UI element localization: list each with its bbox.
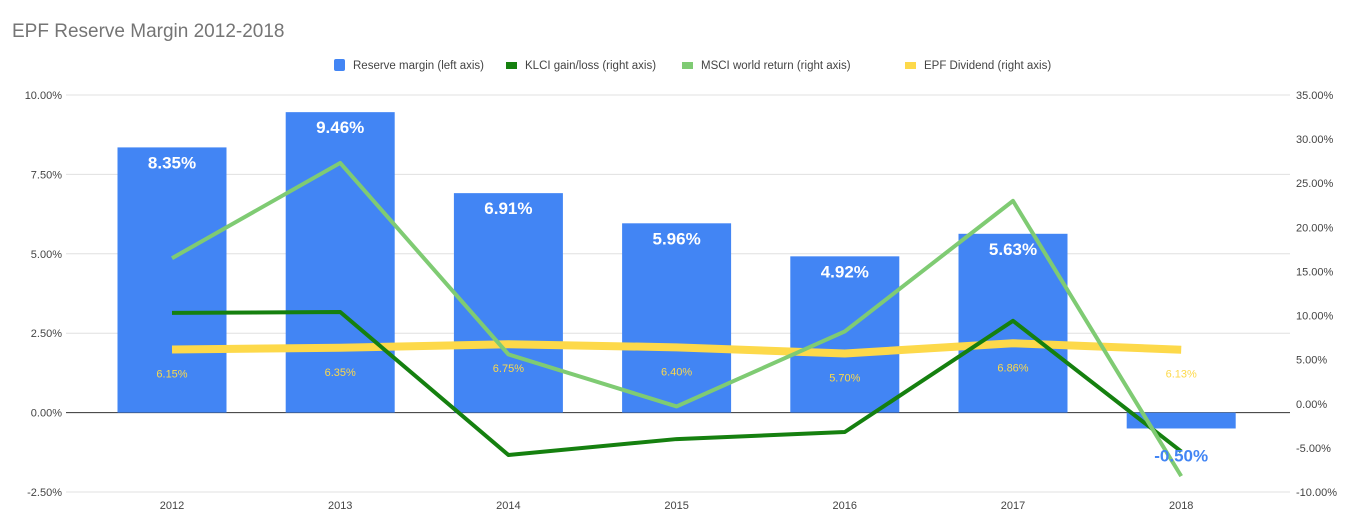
legend-label: KLCI gain/loss (right axis) [525, 60, 656, 72]
data-labels: 8.35% 9.46% 6.91% 5.96% 4.92% 5.63% -0.50% 6.15… [148, 118, 1208, 465]
bar-label: 5.63% [989, 240, 1037, 259]
right-axis-tick: 0.00% [1296, 399, 1327, 411]
left-axis-tick: 0.00% [31, 408, 62, 420]
bar-2018 [1126, 412, 1236, 429]
dividend-label: 6.13% [1166, 369, 1197, 381]
legend-label: Reserve margin (left axis) [353, 60, 484, 72]
left-axis-tick: 2.50% [31, 328, 62, 340]
dividend-label: 6.15% [156, 369, 187, 381]
bar-label: 9.46% [316, 118, 364, 137]
line-epf [171, 339, 1182, 358]
line-msci [171, 160, 1183, 478]
bar-2015 [622, 223, 732, 413]
right-axis-tick: 30.00% [1296, 134, 1334, 146]
dividend-label: 6.40% [661, 366, 692, 378]
bar-2016 [790, 256, 900, 413]
bar-label: 8.35% [148, 153, 196, 172]
x-axis-tick: 2016 [833, 500, 857, 512]
right-axis-tick: 20.00% [1296, 222, 1334, 234]
dividend-label: 6.86% [997, 362, 1028, 374]
dividend-label: 6.35% [325, 367, 356, 379]
x-axis-tick: 2017 [1001, 500, 1025, 512]
lines [171, 160, 1183, 478]
line-klci [171, 310, 1183, 457]
right-axis-tick: -5.00% [1296, 443, 1331, 455]
bar-2014 [453, 193, 563, 413]
left-axis-tick: 7.50% [31, 169, 62, 181]
legend-label: EPF Dividend (right axis) [924, 60, 1051, 72]
x-axis-tick: 2014 [496, 500, 520, 512]
bar-label: 5.96% [652, 229, 700, 248]
left-axis-tick: -2.50% [27, 487, 62, 499]
right-axis-tick: 35.00% [1296, 90, 1334, 102]
x-axis-tick: 2018 [1169, 500, 1193, 512]
left-axis-tick: 10.00% [25, 90, 63, 102]
bar-2012 [117, 147, 227, 413]
x-axis-tick: 2013 [328, 500, 352, 512]
axes: 10.00% 7.50% 5.00% 2.50% 0.00% -2.50% 35.00% 30… [25, 90, 1338, 512]
right-axis-tick: 25.00% [1296, 178, 1334, 190]
legend-swatch [334, 59, 345, 71]
left-axis-tick: 5.00% [31, 249, 62, 261]
right-axis-tick: 15.00% [1296, 266, 1334, 278]
legend-label: MSCI world return (right axis) [701, 60, 851, 72]
chart-title: EPF Reserve Margin 2012-2018 [12, 21, 284, 42]
bars [117, 112, 1236, 429]
dividend-label: 6.75% [493, 363, 524, 375]
legend-swatch [905, 62, 916, 69]
bar-label: 4.92% [821, 262, 869, 281]
legend-swatch [506, 62, 517, 69]
right-axis-tick: 10.00% [1296, 311, 1334, 323]
right-axis-tick: 5.00% [1296, 355, 1327, 367]
dividend-label: 5.70% [829, 372, 860, 384]
x-axis-tick: 2012 [160, 500, 184, 512]
legend-swatch [682, 62, 693, 69]
legend: Reserve margin (left axis) KLCI gain/loss… [334, 59, 1051, 72]
right-axis-tick: -10.00% [1296, 487, 1337, 499]
x-axis-tick: 2015 [664, 500, 688, 512]
bar-label: -0.50% [1154, 447, 1208, 466]
bar-label: 6.91% [484, 199, 532, 218]
